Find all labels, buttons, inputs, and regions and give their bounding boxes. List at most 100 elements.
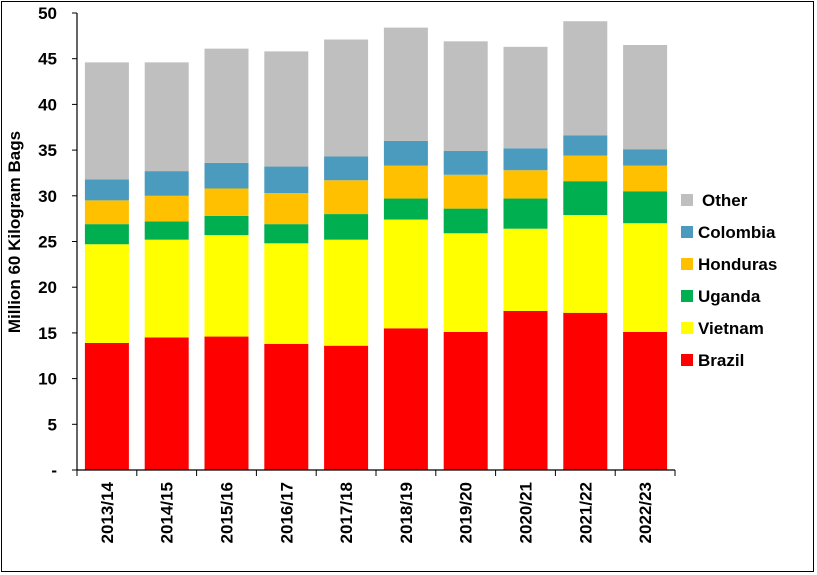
bar-colombia-2016-17 [264, 166, 309, 194]
bar-vietnam-2018-19 [383, 219, 428, 329]
bar-vietnam-2014-15 [144, 239, 189, 338]
bar-colombia-2018-19 [383, 140, 428, 166]
bar-other-2019-20 [443, 41, 488, 152]
bar-honduras-2019-20 [443, 174, 488, 209]
bar-vietnam-2016-17 [264, 243, 309, 344]
bar-uganda-2022-23 [623, 191, 668, 224]
y-tick-label: 10 [38, 370, 57, 389]
y-tick-label: 35 [38, 141, 57, 160]
bar-other-2013-14 [84, 62, 129, 180]
y-tick-label: 50 [38, 4, 57, 23]
legend-label-vietnam: Vietnam [698, 319, 764, 338]
bar-other-2014-15 [144, 62, 189, 172]
y-tick-label: 45 [38, 50, 57, 69]
x-tick-label: 2020/21 [517, 482, 536, 543]
bar-brazil-2013-14 [84, 342, 129, 470]
bar-colombia-2021-22 [563, 135, 608, 156]
legend-swatch-honduras [681, 258, 693, 270]
bar-honduras-2021-22 [563, 155, 608, 182]
bar-other-2015-16 [204, 48, 249, 163]
bar-honduras-2014-15 [144, 195, 189, 222]
legend-label-other: Other [702, 191, 748, 210]
legend-label-honduras: Honduras [698, 255, 777, 274]
bar-vietnam-2017-18 [324, 239, 369, 346]
bar-colombia-2014-15 [144, 171, 189, 196]
bar-honduras-2020-21 [503, 170, 548, 199]
bar-uganda-2015-16 [204, 215, 249, 236]
bar-uganda-2014-15 [144, 221, 189, 240]
y-tick-label: 25 [38, 233, 57, 252]
bar-colombia-2017-18 [324, 156, 369, 181]
x-tick-label: 2016/17 [277, 482, 296, 543]
bar-brazil-2014-15 [144, 337, 189, 470]
y-tick-label: 30 [38, 187, 57, 206]
bar-honduras-2017-18 [324, 180, 369, 215]
y-tick-label: 40 [38, 95, 57, 114]
bar-vietnam-2015-16 [204, 235, 249, 337]
bar-other-2020-21 [503, 46, 548, 149]
bar-uganda-2013-14 [84, 224, 129, 245]
legend-swatch-other [681, 194, 693, 206]
y-tick-label: 5 [48, 415, 57, 434]
y-tick-label: 20 [38, 278, 57, 297]
y-tick-label: 15 [38, 324, 57, 343]
bar-colombia-2013-14 [84, 179, 129, 201]
bar-brazil-2015-16 [204, 336, 249, 470]
bar-uganda-2021-22 [563, 181, 608, 215]
bar-uganda-2018-19 [383, 198, 428, 220]
bar-brazil-2017-18 [324, 345, 369, 470]
bar-uganda-2019-20 [443, 208, 488, 234]
bar-uganda-2020-21 [503, 198, 548, 229]
bar-honduras-2016-17 [264, 193, 309, 225]
legend-swatch-brazil [681, 354, 693, 366]
x-tick-label: 2017/18 [337, 482, 356, 543]
x-tick-label: 2021/22 [576, 482, 595, 543]
bar-vietnam-2013-14 [84, 244, 129, 343]
x-tick-label: 2013/14 [98, 481, 117, 543]
y-axis-title: Million 60 Kilogram Bags [5, 131, 24, 333]
bar-colombia-2020-21 [503, 148, 548, 171]
bar-brazil-2018-19 [383, 328, 428, 470]
bar-colombia-2015-16 [204, 162, 249, 189]
bar-honduras-2022-23 [623, 165, 668, 192]
bar-uganda-2017-18 [324, 214, 369, 240]
y-tick-label: - [51, 461, 57, 480]
bar-vietnam-2020-21 [503, 228, 548, 311]
bar-honduras-2018-19 [383, 165, 428, 199]
x-tick-label: 2018/19 [397, 482, 416, 543]
bars-layer [84, 21, 668, 470]
legend-swatch-uganda [681, 290, 693, 302]
bar-other-2021-22 [563, 21, 608, 136]
bar-other-2016-17 [264, 51, 309, 167]
bar-other-2017-18 [324, 39, 369, 157]
x-tick-label: 2019/20 [457, 482, 476, 543]
bar-colombia-2019-20 [443, 151, 488, 175]
bar-other-2018-19 [383, 27, 428, 141]
x-tick-labels: 2013/14 2014/15 2015/16 2016/17 2017/18 2018/… [98, 481, 655, 543]
x-tick-label: 2015/16 [218, 482, 237, 543]
bar-vietnam-2019-20 [443, 233, 488, 332]
legend-label-colombia: Colombia [698, 223, 776, 242]
bar-honduras-2013-14 [84, 200, 129, 225]
legend-swatch-colombia [681, 226, 693, 238]
bar-brazil-2021-22 [563, 312, 608, 470]
bar-brazil-2016-17 [264, 343, 309, 470]
bar-vietnam-2022-23 [623, 223, 668, 332]
x-tick-label: 2022/23 [636, 482, 655, 543]
legend-label-uganda: Uganda [698, 287, 761, 306]
legend: Other Colombia Honduras Uganda Vietnam Brazil [681, 191, 777, 370]
axes-layer [72, 12, 676, 476]
x-tick-label: 2014/15 [158, 482, 177, 543]
y-tick-labels: - 5 10 15 20 25 30 35 40 45 50 [38, 4, 57, 480]
bar-vietnam-2021-22 [563, 214, 608, 313]
bar-uganda-2016-17 [264, 224, 309, 244]
bar-colombia-2022-23 [623, 149, 668, 166]
bar-honduras-2015-16 [204, 188, 249, 216]
bar-other-2022-23 [623, 44, 668, 150]
legend-label-brazil: Brazil [698, 351, 744, 370]
bar-brazil-2020-21 [503, 310, 548, 470]
legend-swatch-vietnam [681, 322, 693, 334]
bar-brazil-2022-23 [623, 331, 668, 470]
bar-brazil-2019-20 [443, 331, 488, 470]
